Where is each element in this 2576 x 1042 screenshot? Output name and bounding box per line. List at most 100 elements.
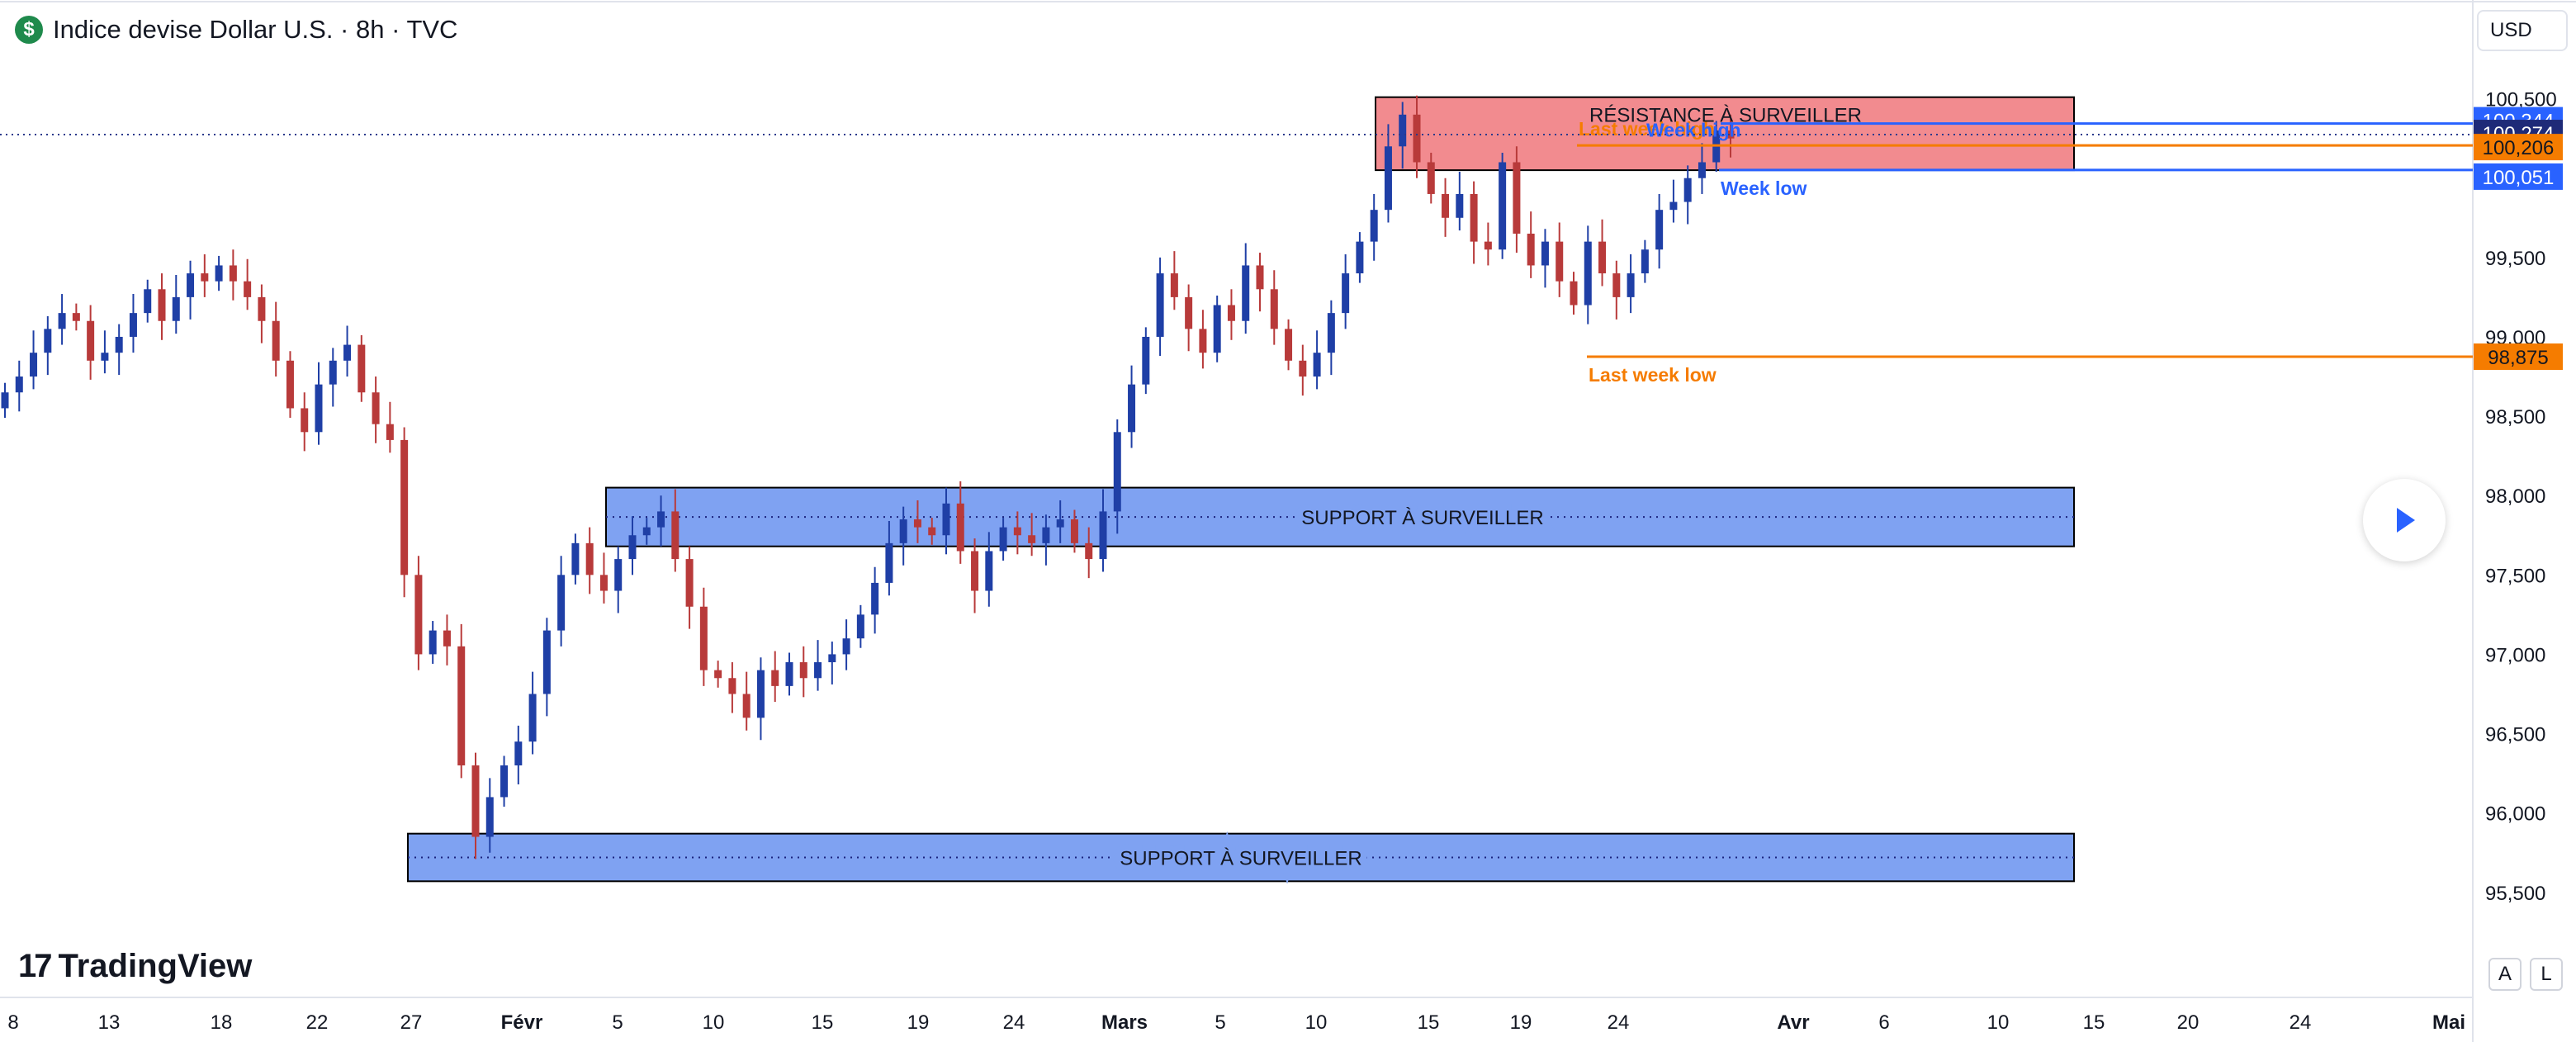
candle-body — [500, 765, 509, 798]
x-tick-label: 15 — [2083, 1011, 2105, 1034]
candle-body — [372, 392, 380, 424]
candle-body — [1470, 193, 1478, 242]
candle-body — [985, 551, 993, 591]
candle-body — [685, 559, 694, 607]
candle-body — [44, 329, 52, 353]
level-label: Last week low — [1589, 364, 1717, 386]
candle-body — [1598, 241, 1607, 274]
candle-body — [1227, 305, 1235, 321]
candle-body — [842, 638, 850, 655]
dollar-logo-icon: $ — [15, 16, 43, 44]
tradingview-logo[interactable]: 17 TradingView — [18, 948, 252, 985]
resistance-zone-label: RÉSISTANCE À SURVEILLER — [1589, 105, 1862, 127]
chart-header: $ Indice devise Dollar U.S. · 8h · TVC — [15, 12, 457, 48]
candle-body — [1085, 542, 1093, 560]
candle-body — [1256, 265, 1264, 290]
candle-body — [671, 511, 680, 560]
y-tick-label: 97,000 — [2485, 644, 2545, 666]
candle-body — [315, 384, 323, 433]
candle-body — [771, 670, 779, 686]
candle-body — [571, 542, 580, 575]
candle-body — [1028, 535, 1036, 543]
candle-body — [15, 377, 23, 393]
candle-body — [1698, 162, 1706, 178]
last-week-low-price-tag-text: 98,875 — [2488, 347, 2548, 369]
candle-body — [856, 614, 864, 639]
x-tick-label: 5 — [612, 1011, 623, 1034]
last-week-high-price-tag-text: 100,206 — [2483, 137, 2555, 159]
x-tick-label: Févr — [501, 1011, 543, 1034]
candle-body — [229, 265, 237, 282]
candle-body — [1142, 336, 1150, 385]
level-label: Week high — [1646, 120, 1741, 141]
candle-body — [414, 575, 423, 655]
candle-body — [101, 353, 109, 361]
x-tick-label: 24 — [2290, 1011, 2312, 1034]
level-label: Week low — [1721, 178, 1807, 199]
candle-body — [201, 273, 209, 282]
candle-body — [400, 439, 409, 575]
candle-body — [913, 519, 921, 528]
symbol-title[interactable]: Indice devise Dollar U.S. · 8h · TVC — [53, 15, 458, 44]
candle-body — [1726, 130, 1735, 139]
candle-body — [799, 662, 807, 679]
candle-body — [742, 694, 751, 718]
y-tick-label: 99,500 — [2485, 248, 2545, 270]
candle-body — [1513, 162, 1521, 234]
candle-body — [585, 542, 594, 575]
candle-body — [329, 360, 337, 385]
candle-body — [457, 646, 466, 765]
y-tick-label: 96,500 — [2485, 724, 2545, 746]
candle-body — [272, 320, 280, 361]
candle-body — [756, 670, 765, 718]
auto-scale-button[interactable]: A — [2488, 958, 2522, 991]
candle-body — [1128, 384, 1136, 433]
candle-body — [1156, 273, 1164, 337]
candle-body — [785, 662, 793, 686]
candle-body — [1612, 273, 1621, 297]
candle-body — [728, 678, 736, 694]
candle-body — [814, 662, 822, 679]
log-scale-button[interactable]: L — [2530, 958, 2563, 991]
candle-body — [1056, 519, 1064, 528]
currency-selector[interactable]: USD — [2477, 10, 2568, 51]
x-tick-label: 10 — [1305, 1011, 1328, 1034]
candle-body — [471, 765, 480, 837]
candle-body — [928, 527, 936, 536]
candle-body — [657, 511, 665, 528]
candle-body — [1299, 360, 1307, 377]
candle-body — [1384, 146, 1392, 211]
candle-body — [1113, 432, 1121, 512]
candle-body — [1242, 265, 1250, 321]
x-tick-label: 24 — [1608, 1011, 1630, 1034]
candle-body — [343, 344, 352, 361]
candle-body — [286, 360, 294, 409]
candle-body — [1042, 527, 1050, 543]
candle-body — [628, 535, 637, 560]
candle-body — [614, 559, 623, 591]
candle-body — [1270, 289, 1278, 329]
x-tick-label: 10 — [1987, 1011, 2010, 1034]
candle-body — [699, 606, 708, 670]
support-zone-label: SUPPORT À SURVEILLER — [1120, 847, 1361, 869]
x-tick-label: 10 — [703, 1011, 725, 1034]
x-tick-label: Mai — [2432, 1011, 2465, 1034]
x-tick-label: 15 — [812, 1011, 834, 1034]
candle-body — [1527, 234, 1535, 266]
x-tick-label: 19 — [1510, 1011, 1532, 1034]
candle-body — [1185, 296, 1193, 329]
candle-body — [215, 265, 223, 282]
candle-body — [642, 527, 651, 536]
play-button[interactable] — [2363, 479, 2446, 561]
candle-body — [714, 670, 722, 679]
candle-body — [899, 519, 907, 543]
candle-body — [1683, 178, 1692, 202]
candle-body — [443, 630, 451, 647]
candle-body — [1, 392, 9, 409]
candle-body — [1199, 329, 1207, 353]
resistance-zone — [1375, 96, 2075, 172]
x-tick-label: 13 — [98, 1011, 121, 1034]
candle-body — [30, 353, 38, 377]
candle-body — [1099, 511, 1107, 560]
